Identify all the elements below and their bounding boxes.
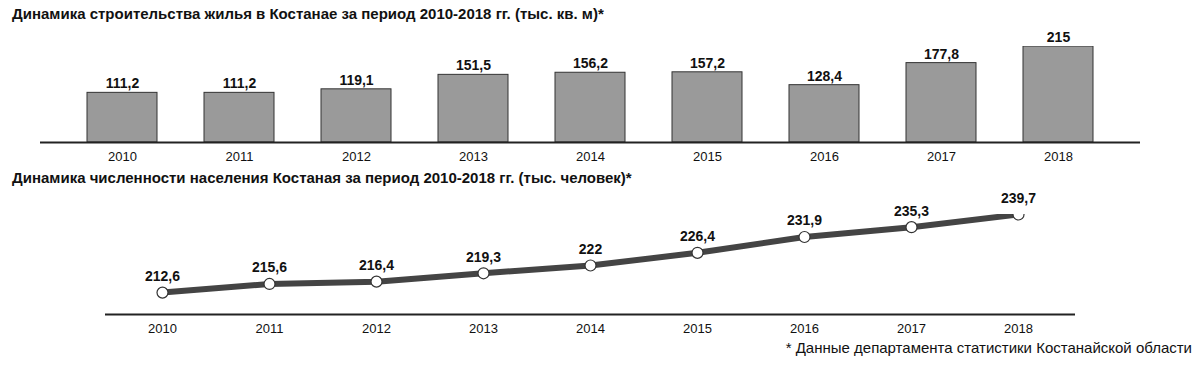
svg-text:2015: 2015 <box>683 321 712 336</box>
svg-text:226,4: 226,4 <box>680 228 715 244</box>
svg-text:2017: 2017 <box>897 321 926 336</box>
svg-text:215,6: 215,6 <box>252 259 287 275</box>
svg-text:156,2: 156,2 <box>573 55 608 71</box>
svg-text:177,8: 177,8 <box>924 46 959 62</box>
svg-text:119,1: 119,1 <box>339 72 373 88</box>
svg-text:151,5: 151,5 <box>456 57 491 73</box>
svg-text:2017: 2017 <box>927 149 956 164</box>
svg-text:157,2: 157,2 <box>690 55 725 71</box>
svg-text:2013: 2013 <box>459 149 488 164</box>
svg-text:239,7: 239,7 <box>1001 190 1036 206</box>
svg-text:2013: 2013 <box>469 321 498 336</box>
svg-text:235,3: 235,3 <box>894 203 929 219</box>
svg-text:231,9: 231,9 <box>787 212 822 228</box>
svg-text:212,6: 212,6 <box>145 268 180 284</box>
html-text:* Данные департамента статисти: * Данные департамента статистики Костана… <box>785 339 1192 356</box>
svg-text:2012: 2012 <box>362 321 391 336</box>
svg-text:2015: 2015 <box>693 149 722 164</box>
svg-text:2011: 2011 <box>256 321 284 336</box>
svg-text:2012: 2012 <box>342 149 371 164</box>
svg-text:2018: 2018 <box>1044 149 1073 164</box>
svg-text:2016: 2016 <box>810 149 839 164</box>
svg-text:2018: 2018 <box>1004 321 1033 336</box>
html-text:Динамика строительства жилья в: Динамика строительства жилья в Костанае … <box>12 5 604 22</box>
svg-text:215: 215 <box>1047 29 1071 45</box>
html-text:Динамика численности населения: Динамика численности населения Костаная … <box>12 169 632 186</box>
svg-text:219,3: 219,3 <box>466 249 501 265</box>
svg-text:222: 222 <box>579 241 603 257</box>
svg-text:2014: 2014 <box>576 149 605 164</box>
svg-text:111,2: 111,2 <box>106 75 140 91</box>
svg-text:128,4: 128,4 <box>807 68 842 84</box>
svg-text:2010: 2010 <box>148 321 177 336</box>
svg-text:2011: 2011 <box>226 149 254 164</box>
svg-text:2010: 2010 <box>108 149 137 164</box>
svg-text:2016: 2016 <box>790 321 819 336</box>
svg-text:111,2: 111,2 <box>223 75 257 91</box>
svg-text:216,4: 216,4 <box>359 257 394 273</box>
svg-text:2014: 2014 <box>576 321 605 336</box>
